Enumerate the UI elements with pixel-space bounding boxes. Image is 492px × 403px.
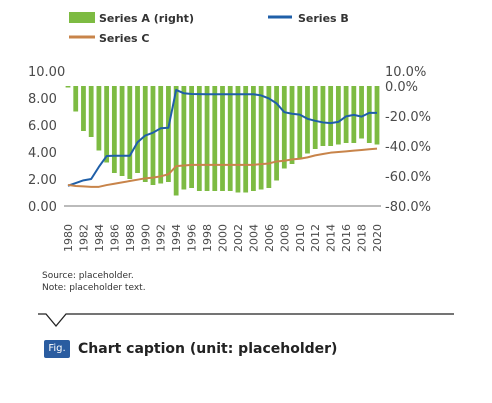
- x-tick-label: 2006: [263, 224, 276, 252]
- bar-1984: [96, 86, 102, 151]
- bar-2008: [281, 86, 287, 169]
- left-tick-label: 10.00: [28, 65, 65, 80]
- x-tick-label: 2008: [278, 224, 291, 252]
- x-tick-label: 1990: [139, 224, 152, 252]
- combo-chart: Series A (right) Series B Series C 0.00 2…: [28, 12, 431, 252]
- bar-1991: [150, 86, 156, 185]
- bar-2000: [220, 86, 225, 191]
- line-series-2: [67, 147, 378, 188]
- x-tick-label: 1996: [186, 224, 199, 252]
- bar-2018: [359, 86, 364, 139]
- bar-1987: [119, 86, 125, 176]
- bar-2020: [374, 86, 380, 145]
- legend-label-bars: Series A (right): [99, 12, 194, 25]
- right-tick-label: 0.0%: [385, 80, 418, 95]
- left-tick-label: 8.00: [28, 92, 57, 107]
- right-tick-label: -20.0%: [385, 110, 431, 125]
- bar-2010: [297, 86, 303, 160]
- bar-1990: [142, 86, 148, 182]
- bar-1982: [81, 86, 86, 131]
- x-tick-label: 1992: [155, 224, 168, 252]
- bar-1981: [73, 86, 79, 112]
- x-tick-label: 1986: [108, 224, 121, 252]
- x-tick-label: 1980: [62, 224, 75, 252]
- x-tick-label: 2000: [217, 224, 230, 252]
- x-tick-label: 1994: [170, 224, 183, 252]
- right-tick-label: -60.0%: [385, 170, 431, 185]
- x-tick-label: 2020: [371, 224, 384, 252]
- source-note: Source: placeholder.: [42, 271, 134, 281]
- bar-series: [65, 86, 380, 196]
- bar-1986: [111, 86, 117, 173]
- bar-1980: [65, 86, 71, 88]
- bar-2007: [274, 86, 279, 181]
- legend-swatch-bars: [69, 12, 95, 23]
- figure-caption: Chart caption (unit: placeholder): [78, 341, 338, 357]
- bar-2005: [258, 86, 264, 190]
- legend: Series A (right) Series B Series C: [69, 12, 349, 45]
- x-tick-label: 1982: [77, 224, 90, 252]
- left-tick-label: 4.00: [28, 146, 57, 161]
- right-tick-label: -40.0%: [385, 140, 431, 155]
- x-tick-label: 2012: [309, 224, 322, 252]
- right-tick-label: -80.0%: [385, 200, 431, 215]
- right-tick-label: 10.0%: [385, 65, 426, 80]
- legend-label-line2: Series C: [99, 32, 150, 45]
- bar-1988: [127, 86, 133, 179]
- bar-1989: [135, 86, 140, 173]
- line-series: [67, 88, 378, 188]
- bar-2001: [227, 86, 233, 191]
- bar-2006: [266, 86, 272, 188]
- x-tick-label: 2010: [294, 224, 307, 252]
- bar-1994: [173, 86, 179, 196]
- caption-divider: [38, 313, 454, 328]
- bar-2003: [243, 86, 249, 193]
- x-tick-label: 2016: [340, 224, 353, 252]
- figure-badge: Fig. 1: [44, 340, 70, 372]
- bar-2015: [335, 86, 341, 145]
- x-tick-label: 2004: [247, 224, 260, 252]
- bar-2019: [366, 86, 372, 143]
- x-tick-label: 2014: [325, 224, 338, 252]
- bar-2012: [312, 86, 318, 149]
- x-tick-label: 2018: [356, 224, 369, 252]
- legend-label-line1: Series B: [298, 12, 349, 25]
- bar-2004: [251, 86, 256, 191]
- bar-2002: [235, 86, 241, 193]
- x-tick-label: 1998: [201, 224, 214, 252]
- bar-2013: [320, 86, 326, 146]
- bar-1998: [204, 86, 210, 191]
- x-tick-label: 2002: [232, 224, 245, 252]
- left-tick-label: 0.00: [28, 200, 57, 215]
- x-tick-label: 1988: [124, 224, 137, 252]
- bar-1995: [181, 86, 187, 190]
- bar-2014: [328, 86, 334, 146]
- bar-1996: [189, 86, 194, 188]
- notes-block: Source: placeholder. Note: placeholder t…: [42, 270, 146, 294]
- x-tick-label: 1984: [93, 224, 106, 252]
- explanation-note: Note: placeholder text.: [42, 283, 146, 293]
- bar-1992: [158, 86, 164, 184]
- left-tick-label: 6.00: [28, 119, 57, 134]
- bar-1999: [212, 86, 218, 191]
- bar-1983: [88, 86, 94, 137]
- bar-2009: [289, 86, 295, 164]
- bar-2016: [343, 86, 349, 143]
- left-tick-label: 2.00: [28, 173, 57, 188]
- line-series-1: [67, 88, 377, 187]
- bar-1997: [196, 86, 202, 191]
- bar-1985: [104, 86, 110, 163]
- axes: 0.00 2.00 4.00 6.00 8.00 10.00 10.0%0.0% -20.0%…: [28, 65, 431, 252]
- bar-1993: [166, 86, 171, 182]
